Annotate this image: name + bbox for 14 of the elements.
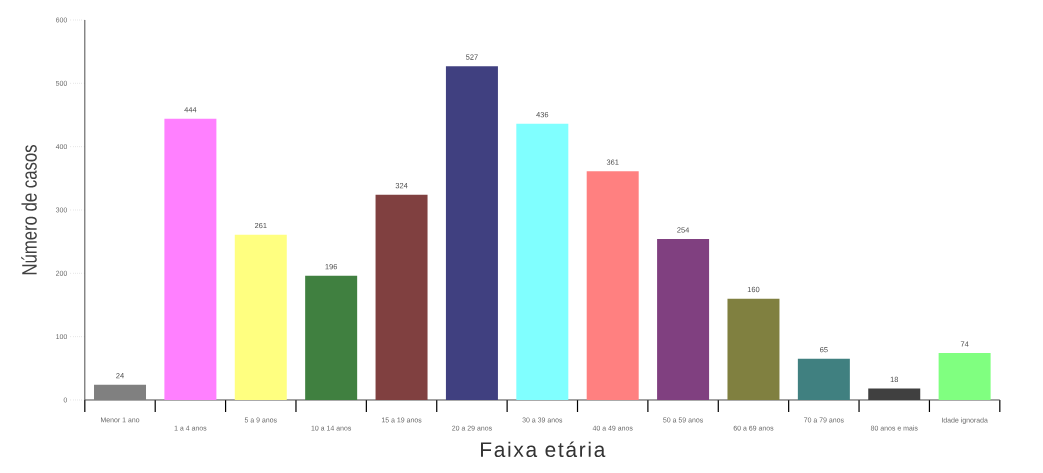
bar: [797, 358, 850, 400]
bar: [586, 171, 639, 400]
bar: [727, 298, 780, 400]
bar: [375, 194, 428, 400]
bar: [94, 384, 147, 400]
bar: [305, 275, 358, 400]
bar: [938, 353, 991, 400]
bar: [164, 118, 217, 400]
bar: [516, 123, 569, 400]
y-axis-title: Número de casos: [21, 145, 37, 275]
x-axis-title: Faixa etária: [481, 441, 606, 458]
bar: [657, 239, 710, 400]
bar: [234, 234, 287, 400]
bar: [445, 66, 498, 400]
